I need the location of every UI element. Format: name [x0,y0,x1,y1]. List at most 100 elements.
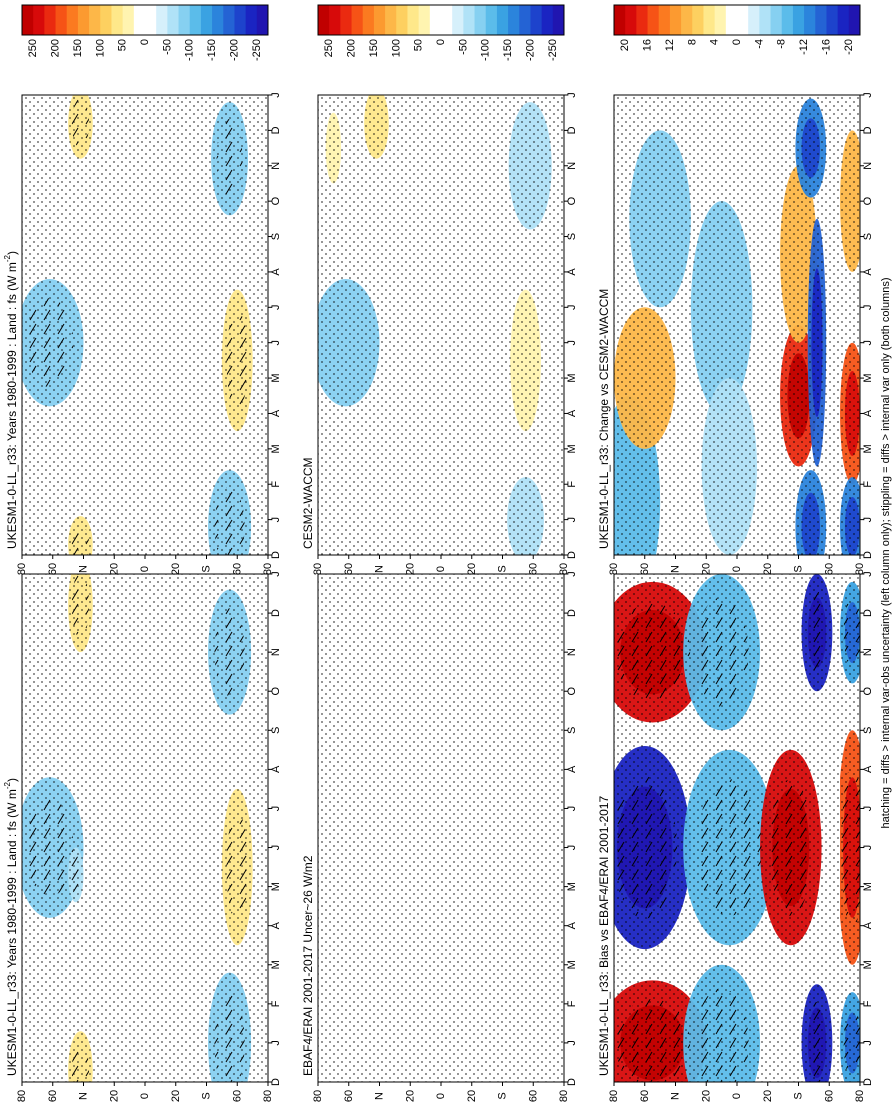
field-layer [614,95,860,555]
colorbar-swatch [837,5,850,35]
colorbar-swatch [441,5,453,35]
colorbar-label: 250 [27,39,39,57]
colorbar-swatch [55,5,68,35]
month-tick-label: A [862,921,874,929]
month-tick-label: O [270,687,282,696]
colorbar-swatch [658,5,671,35]
month-tick-label: D [862,551,874,559]
colorbar-swatch [804,5,816,35]
lat-tick-label: 20 [404,1090,416,1102]
colorbar-swatch [614,5,626,35]
lat-tick-label: 80 [16,1090,28,1102]
colorbar-swatch [178,5,191,35]
lat-tick-label: N [670,565,682,573]
colorbar-swatch [552,5,565,35]
colorbar-swatch [681,5,693,35]
lat-tick-label: S [793,1092,805,1099]
month-tick-label: D [566,551,578,559]
lat-tick-label: 0 [435,1093,447,1099]
colorbar-swatch [737,5,749,35]
colorbar-swatch [362,5,375,35]
hatching [841,765,860,930]
colorbar-label: 20 [619,39,631,51]
hatching [769,779,813,916]
colorbar-swatch [781,5,794,35]
month-tick-label: D [566,1078,578,1086]
colorbar-swatch [89,5,101,35]
stippling [318,95,564,555]
month-tick-label: J [270,340,282,346]
colorbar-swatch [396,5,408,35]
lat-tick-label: 0 [731,1093,743,1099]
lat-tick-label: N [374,565,386,573]
lat-tick-label: 20 [700,563,712,575]
colorbar-2: 250 200 150 100 50 0 -50 -100 -150 -200 -250 [317,4,565,61]
colorbar-swatch [759,5,772,35]
colorbar-swatch [133,5,146,35]
lat-tick-label: 80 [312,1090,324,1102]
stippling [614,95,860,555]
month-tick-label: D [270,609,282,617]
lat-tick-label: 0 [139,1093,151,1099]
colorbar-swatch [541,5,554,35]
month-tick-label: O [566,687,578,696]
month-tick-label: J [566,571,578,577]
month-tick-label: J [270,92,282,98]
colorbar-swatch [212,5,224,35]
lat-tick-label: 20 [404,563,416,575]
colorbar-label: -250 [251,39,263,61]
lat-tick-label: 80 [558,1090,570,1102]
month-tick-label: N [862,648,874,656]
month-tick-label: J [566,517,578,523]
hatching [71,98,90,149]
colorbar-swatch [463,5,476,35]
month-tick-label: A [566,765,578,773]
colorbar-swatch [223,5,235,35]
colorbar-label: 250 [323,39,335,57]
colorbar-swatch [407,5,420,35]
hatching [806,1001,828,1082]
colorbar-label: 100 [390,39,402,57]
colorbar-label: -150 [502,39,514,61]
month-tick-label: A [862,409,874,417]
month-tick-label: F [270,1000,282,1007]
stippling [318,574,564,1082]
colorbars-group: 250 200 150 100 50 0 -50 -100 -150 -200 -250 250 200… [21,4,861,61]
colorbar-frame [613,4,861,36]
month-tick-label: A [566,409,578,417]
colorbar-swatch [474,5,487,35]
month-tick-label: M [862,882,874,891]
hatching [71,524,90,555]
colorbar-label: 16 [642,39,654,51]
month-tick-label: S [270,233,282,240]
colorbar-swatch [100,5,112,35]
colorbar-swatch [33,5,45,35]
month-tick-label: A [270,268,282,276]
month-tick-label: D [270,551,282,559]
lat-tick-label: 20 [466,1090,478,1102]
lat-tick-label: 60 [639,563,651,575]
lat-tick-label: 80 [854,1090,866,1102]
month-tick-label: D [862,609,874,617]
month-tick-label: A [270,409,282,417]
month-tick-label: N [270,648,282,656]
colorbar-label: -200 [524,39,536,61]
month-tick-label: J [862,305,874,311]
lat-tick-label: N [78,1092,90,1100]
lat-tick-label: 0 [139,566,151,572]
colorbar-swatch [256,5,269,35]
colorbar-swatch [373,5,386,35]
month-tick-label: A [862,765,874,773]
panel-title: EBAF4/ERAI 2001-2017 Uncer~26 W/m2 [301,855,315,1076]
colorbar-swatch [77,5,90,35]
colorbar-label: -50 [161,39,173,55]
colorbar-swatch [636,5,649,35]
colorbar-swatch [111,5,124,35]
colorbar-swatch [748,5,760,35]
colorbar-swatch [122,5,135,35]
month-tick-label: J [566,92,578,98]
month-tick-label: A [270,765,282,773]
hatching [71,574,90,639]
